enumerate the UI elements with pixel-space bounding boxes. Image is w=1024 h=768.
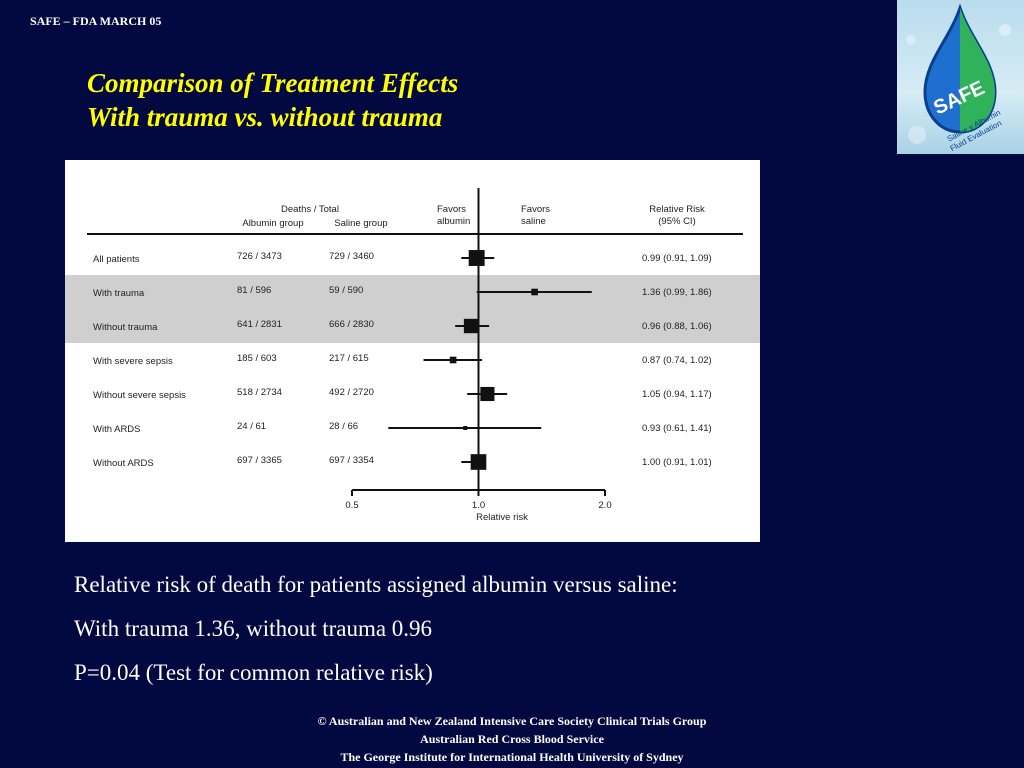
footer-line-2: Australian Red Cross Blood Service (420, 732, 604, 746)
safe-logo-graphic: SAFE Saline v Albumin Fluid Evaluation (906, 3, 1011, 153)
caption-line-2: With trauma 1.36, without trauma 0.96 (74, 616, 433, 641)
point-estimate (463, 318, 479, 334)
title-line-2: With trauma vs. without trauma (87, 102, 443, 132)
row-saline: 697 / 3354 (329, 455, 374, 466)
row-rr-text: 0.96 (0.88, 1.06) (642, 321, 712, 332)
header-favors-saline-2: saline (521, 216, 546, 227)
row-saline: 666 / 2830 (329, 319, 374, 330)
point-estimate (468, 250, 485, 266)
row-albumin: 697 / 3365 (237, 455, 282, 466)
row-label: With ARDS (93, 424, 141, 435)
header-albumin-group: Albumin group (242, 218, 303, 229)
row-rr-text: 1.05 (0.94, 1.17) (642, 389, 712, 400)
row-label: With severe sepsis (93, 356, 173, 367)
row-label: Without severe sepsis (93, 390, 186, 401)
x-tick-label: 0.5 (345, 500, 358, 511)
point-estimate (531, 288, 538, 296)
point-estimate (449, 356, 457, 364)
row-albumin: 81 / 596 (237, 285, 271, 296)
row-saline: 729 / 3460 (329, 251, 374, 262)
header-saline-group: Saline group (334, 218, 387, 229)
row-albumin: 726 / 3473 (237, 251, 282, 262)
row-albumin: 518 / 2734 (237, 387, 282, 398)
title-line-1: Comparison of Treatment Effects (87, 68, 459, 98)
row-label: Without ARDS (93, 458, 154, 469)
row-label: Without trauma (93, 322, 158, 333)
point-estimate (480, 386, 495, 402)
row-saline: 28 / 66 (329, 421, 358, 432)
highlight-band (65, 275, 760, 343)
row-albumin: 641 / 2831 (237, 319, 282, 330)
row-albumin: 24 / 61 (237, 421, 266, 432)
row-saline: 492 / 2720 (329, 387, 374, 398)
x-tick-label: 1.0 (472, 500, 485, 511)
row-saline: 59 / 590 (329, 285, 363, 296)
forest-plot: Deaths / Total Albumin group Saline grou… (65, 160, 760, 542)
footer-line-1: © Australian and New Zealand Intensive C… (317, 714, 707, 728)
forest-plot-svg: Deaths / Total Albumin group Saline grou… (65, 188, 760, 523)
row-albumin: 185 / 603 (237, 353, 277, 364)
safe-logo: SAFE Saline v Albumin Fluid Evaluation (897, 0, 1024, 154)
slide-title: Comparison of Treatment Effects With tra… (87, 66, 458, 134)
point-estimate (463, 426, 468, 430)
row-rr-text: 0.93 (0.61, 1.41) (642, 423, 712, 434)
header-tag: SAFE – FDA MARCH 05 (30, 14, 162, 28)
header-relative-risk-2: (95% CI) (658, 216, 695, 227)
header-deaths-total: Deaths / Total (281, 204, 339, 215)
x-tick-label: 2.0 (598, 500, 611, 511)
footer-line-3: The George Institute for International H… (340, 750, 684, 764)
row-label: All patients (93, 254, 140, 265)
row-rr-text: 0.99 (0.91, 1.09) (642, 253, 712, 264)
caption-line-1: Relative risk of death for patients assi… (74, 572, 678, 597)
header-relative-risk-1: Relative Risk (649, 204, 705, 215)
caption-line-3: P=0.04 (Test for common relative risk) (74, 660, 433, 685)
row-rr-text: 1.00 (0.91, 1.01) (642, 457, 712, 468)
row-saline: 217 / 615 (329, 353, 369, 364)
row-label: With trauma (93, 288, 145, 299)
x-axis-label: Relative risk (476, 512, 528, 523)
header-favors-albumin-1: Favors (437, 204, 466, 215)
header-favors-saline-1: Favors (521, 204, 550, 215)
header-favors-albumin-2: albumin (437, 216, 470, 227)
row-rr-text: 1.36 (0.99, 1.86) (642, 287, 712, 298)
row-rr-text: 0.87 (0.74, 1.02) (642, 355, 712, 366)
